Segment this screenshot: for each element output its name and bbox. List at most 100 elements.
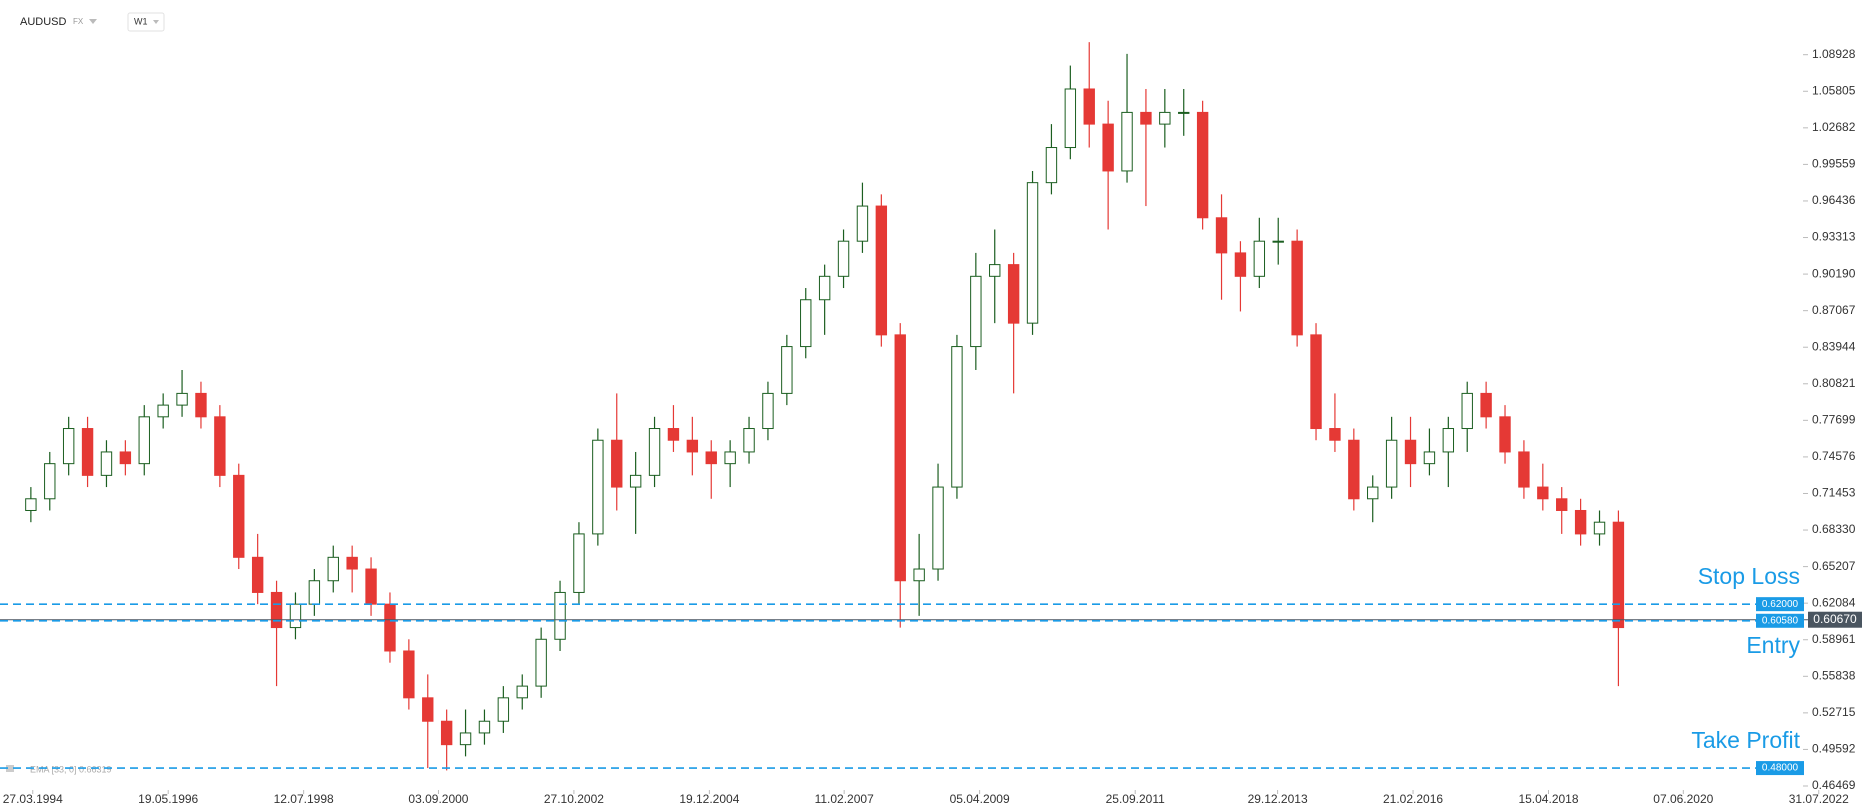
candle-body bbox=[81, 428, 94, 476]
y-tick-label: 0.74576 bbox=[1812, 449, 1856, 463]
y-tick-label: 0.96436 bbox=[1812, 193, 1856, 207]
timeframe-dropdown bbox=[153, 20, 159, 24]
candle-body bbox=[648, 428, 661, 476]
y-tick-label: 0.49592 bbox=[1812, 742, 1856, 756]
candle-body bbox=[1310, 334, 1322, 430]
candle-body bbox=[1178, 111, 1190, 114]
candle-body bbox=[1215, 217, 1228, 254]
y-tick-label: 0.90190 bbox=[1812, 266, 1856, 280]
y-tick-label: 0.99559 bbox=[1812, 157, 1856, 171]
timeframe: W1 bbox=[134, 16, 148, 26]
x-tick-label: 27.10.2002 bbox=[544, 792, 604, 806]
y-tick-label: 0.62084 bbox=[1812, 595, 1856, 609]
candle-body bbox=[535, 638, 547, 687]
candle-body bbox=[459, 732, 472, 746]
level-name: Take Profit bbox=[1691, 727, 1800, 753]
market: FX bbox=[73, 17, 84, 26]
candle-body bbox=[1272, 240, 1284, 243]
x-tick-label: 05.04.2009 bbox=[950, 792, 1010, 806]
candle-body bbox=[195, 392, 207, 418]
x-tick-label: 11.02.2007 bbox=[815, 792, 874, 806]
candle-body bbox=[440, 720, 453, 746]
timeframe-button[interactable] bbox=[127, 12, 165, 32]
candle-body bbox=[100, 451, 113, 476]
indicator-label: EMA [33, 0] 0.66319 bbox=[30, 764, 112, 774]
candle-body bbox=[289, 603, 302, 629]
candle-body bbox=[422, 697, 434, 722]
candle-body bbox=[1499, 416, 1511, 453]
candle-body bbox=[1367, 486, 1379, 500]
candle-body bbox=[497, 697, 510, 722]
candle-body bbox=[1442, 428, 1455, 453]
candle-body bbox=[233, 474, 245, 558]
candle-body bbox=[705, 451, 717, 465]
y-tick-label: 1.02682 bbox=[1812, 120, 1856, 134]
candle-body bbox=[1234, 252, 1247, 277]
candle-body bbox=[1121, 111, 1133, 172]
x-tick-label: 27.03.1994 bbox=[3, 792, 63, 806]
candle-body bbox=[592, 439, 604, 535]
candle-body bbox=[989, 264, 1001, 277]
candle-body bbox=[1518, 451, 1530, 488]
candle-body bbox=[611, 439, 623, 488]
x-tick-label: 15.04.2018 bbox=[1518, 792, 1578, 806]
candle-body bbox=[1612, 521, 1625, 629]
candle-body bbox=[157, 404, 169, 418]
candle-body bbox=[1404, 439, 1417, 465]
indicator-icon[interactable] bbox=[6, 765, 14, 772]
candle-body bbox=[743, 428, 755, 453]
candle-body bbox=[176, 392, 188, 406]
y-tick-label: 0.58961 bbox=[1812, 632, 1856, 646]
y-tick-label: 0.87067 bbox=[1812, 303, 1856, 317]
level-value-label: 0.62000 bbox=[1762, 599, 1799, 610]
candle-body bbox=[818, 275, 831, 301]
y-tick-label: 0.55838 bbox=[1812, 668, 1856, 682]
candle-body bbox=[1159, 111, 1171, 125]
candle-body bbox=[138, 416, 150, 465]
level-value-label: 0.60580 bbox=[1762, 615, 1799, 626]
candle-body bbox=[686, 439, 699, 453]
x-tick-label: 03.09.2000 bbox=[408, 792, 468, 806]
candle-body bbox=[478, 720, 491, 734]
candle-body bbox=[573, 533, 585, 593]
candle-body bbox=[62, 428, 75, 465]
y-tick-label: 0.46469 bbox=[1812, 778, 1856, 792]
current-price-tag bbox=[1808, 611, 1862, 628]
y-tick-label: 0.71453 bbox=[1812, 486, 1856, 500]
level-name: Stop Loss bbox=[1698, 563, 1800, 589]
x-tick-label: 12.07.1998 bbox=[274, 792, 334, 806]
candle-body bbox=[875, 205, 888, 336]
y-tick-label: 0.68330 bbox=[1812, 522, 1856, 536]
candle-body bbox=[1140, 111, 1152, 125]
y-tick-label: 0.80821 bbox=[1812, 376, 1856, 390]
candle-body bbox=[251, 556, 264, 593]
candle-body bbox=[970, 275, 982, 348]
candle-body bbox=[1045, 147, 1058, 184]
symbol[interactable]: AUDUSD bbox=[20, 16, 67, 28]
x-tick-label: 19.12.2004 bbox=[679, 792, 739, 806]
candle-body bbox=[1480, 392, 1492, 418]
x-tick-label: 21.02.2016 bbox=[1383, 792, 1443, 806]
candle-body bbox=[1253, 240, 1266, 277]
candle-body bbox=[724, 451, 736, 465]
candle-body bbox=[1537, 486, 1549, 500]
candle-body bbox=[932, 486, 944, 570]
candle-body bbox=[1461, 392, 1473, 430]
y-tick-label: 0.93313 bbox=[1812, 230, 1856, 244]
candle-body bbox=[384, 603, 396, 652]
symbol-dropdown[interactable] bbox=[89, 19, 97, 24]
candle-body bbox=[1556, 498, 1568, 511]
candle-body bbox=[629, 474, 642, 488]
y-tick-label: 0.65207 bbox=[1812, 559, 1856, 573]
candle-body bbox=[762, 392, 774, 430]
candle-body bbox=[346, 556, 358, 570]
y-tick-label: 0.77699 bbox=[1812, 413, 1856, 427]
candle-body bbox=[1064, 88, 1077, 149]
y-tick-label: 0.52715 bbox=[1812, 705, 1856, 719]
current-price-label: 0.60670 bbox=[1813, 612, 1857, 626]
candle-body bbox=[365, 568, 377, 605]
candle-body bbox=[1291, 240, 1303, 336]
y-tick-label: 1.08928 bbox=[1812, 47, 1856, 61]
